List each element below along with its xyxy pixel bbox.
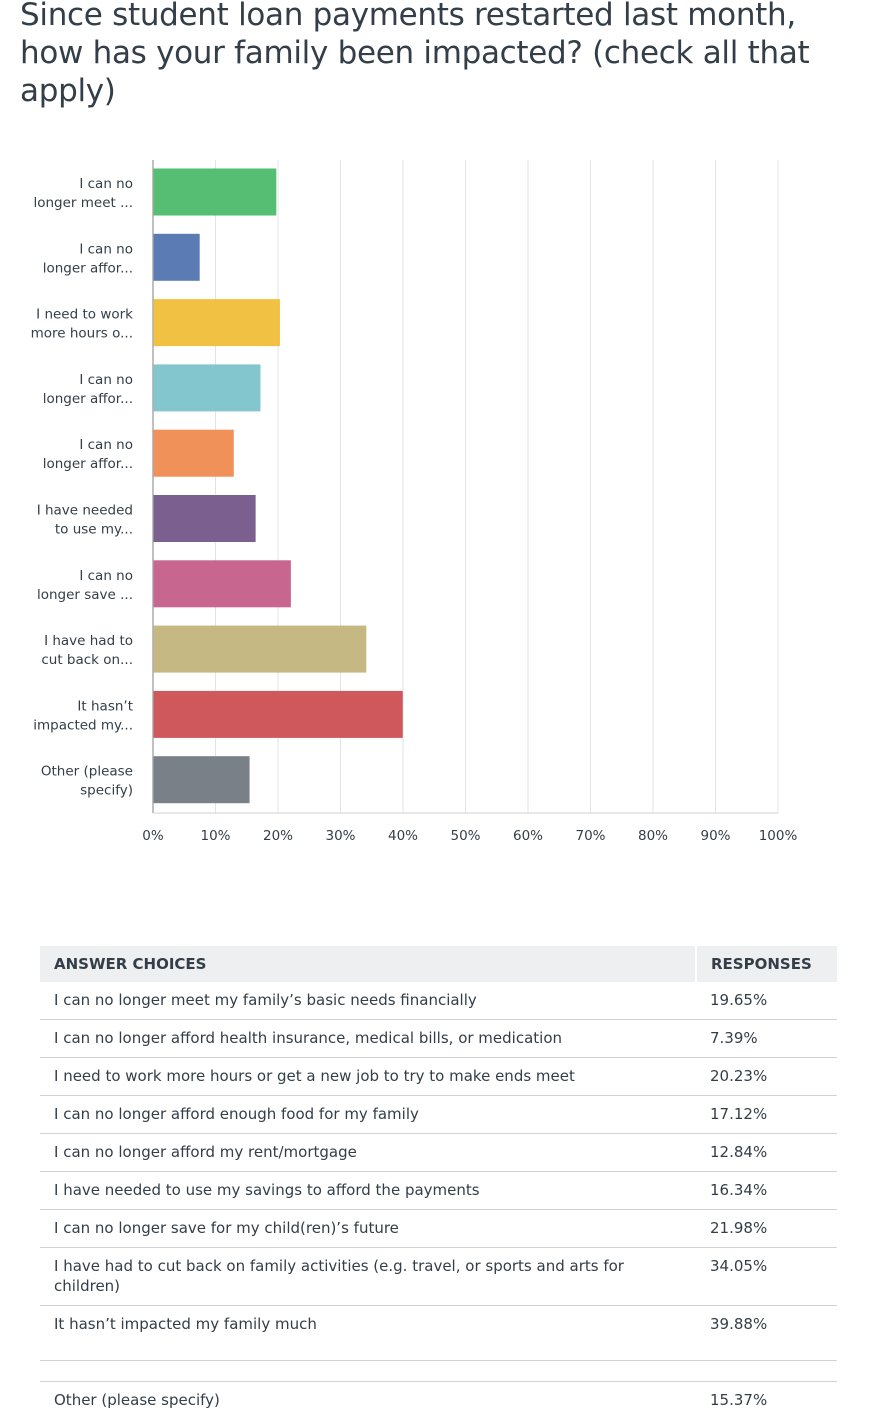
chart-title: Since student loan payments restarted la… (20, 0, 865, 110)
response-cell: 21.98% (696, 1210, 837, 1248)
response-cell: 39.88% (696, 1306, 837, 1361)
bar (154, 234, 200, 281)
y-tick-label: longer save ... (37, 587, 133, 603)
answer-choice-cell: I have needed to use my savings to affor… (40, 1172, 696, 1210)
answer-choice-cell: I can no longer save for my child(ren)’s… (40, 1210, 696, 1248)
header-answer-choices: ANSWER CHOICES (40, 946, 696, 982)
x-tick-label: 10% (200, 828, 230, 844)
response-cell: 7.39% (696, 1020, 837, 1058)
bar (154, 560, 291, 607)
table-row: I can no longer meet my family’s basic n… (40, 982, 837, 1020)
response-cell: 12.84% (696, 1134, 837, 1172)
x-tick-label: 70% (575, 828, 605, 844)
response-cell: 15.37% (696, 1382, 837, 1419)
x-tick-label: 50% (450, 828, 480, 844)
table-row: I have had to cut back on family activit… (40, 1248, 837, 1306)
x-tick-label: 20% (263, 828, 293, 844)
y-tick-label: impacted my... (33, 717, 133, 733)
y-tick-label: I can no (79, 372, 133, 388)
response-cell: 20.23% (696, 1058, 837, 1096)
table-row: I can no longer afford health insurance,… (40, 1020, 837, 1058)
response-cell: 17.12% (696, 1096, 837, 1134)
answer-table: ANSWER CHOICES RESPONSES I can no longer… (40, 946, 837, 1419)
table-row: I need to work more hours or get a new j… (40, 1058, 837, 1096)
table-row: I can no longer save for my child(ren)’s… (40, 1210, 837, 1248)
bar (154, 495, 256, 542)
table-row: I can no longer afford enough food for m… (40, 1096, 837, 1134)
bar (154, 169, 277, 216)
response-cell: 19.65% (696, 982, 837, 1020)
y-tick-label: longer affor... (43, 391, 133, 407)
bar (154, 756, 250, 803)
y-tick-label: more hours o... (31, 326, 133, 342)
y-tick-label: Other (please (41, 764, 133, 780)
answer-choice-cell: I can no longer afford health insurance,… (40, 1020, 696, 1058)
y-tick-label: longer meet ... (33, 195, 133, 211)
x-tick-label: 80% (638, 828, 668, 844)
bar (154, 430, 234, 477)
response-cell: 34.05% (696, 1248, 837, 1306)
x-tick-label: 100% (759, 828, 798, 844)
y-tick-label: specify) (80, 783, 133, 799)
table-row: Other (please specify)15.37% (40, 1382, 837, 1419)
bar (154, 626, 367, 673)
answer-choice-cell: I need to work more hours or get a new j… (40, 1058, 696, 1096)
y-tick-label: I have needed (37, 503, 133, 519)
bar (154, 691, 403, 738)
x-tick-label: 0% (142, 828, 164, 844)
y-tick-label: I can no (79, 568, 133, 584)
answer-choice-cell: It hasn’t impacted my family much (40, 1306, 696, 1361)
bar-chart: 0% 10% 20% 30% 40% 50% 60% 70% 80% 90% 100% I can n… (0, 150, 870, 850)
table-spacer (40, 1361, 837, 1382)
bar (154, 299, 280, 346)
y-tick-label: I can no (79, 437, 133, 453)
answer-choice-cell: Other (please specify) (40, 1382, 696, 1419)
answer-choice-cell: I can no longer meet my family’s basic n… (40, 982, 696, 1020)
y-tick-label: I can no (79, 176, 133, 192)
y-tick-label: I can no (79, 241, 133, 257)
table-header-row: ANSWER CHOICES RESPONSES (40, 946, 837, 982)
x-tick-label: 60% (513, 828, 543, 844)
answer-choice-cell: I can no longer afford my rent/mortgage (40, 1134, 696, 1172)
x-tick-label: 90% (700, 828, 730, 844)
bar (154, 364, 261, 411)
y-tick-label: I have had to (44, 633, 133, 649)
answer-choice-cell: I can no longer afford enough food for m… (40, 1096, 696, 1134)
y-tick-label: cut back on... (41, 652, 133, 668)
y-tick-label: It hasn’t (77, 698, 133, 714)
x-tick-label: 30% (325, 828, 355, 844)
y-tick-label: longer affor... (43, 456, 133, 472)
header-responses: RESPONSES (696, 946, 837, 982)
y-tick-label: to use my... (55, 522, 133, 538)
x-tick-label: 40% (388, 828, 418, 844)
y-tick-label: longer affor... (43, 260, 133, 276)
response-cell: 16.34% (696, 1172, 837, 1210)
table-row: I have needed to use my savings to affor… (40, 1172, 837, 1210)
answer-choice-cell: I have had to cut back on family activit… (40, 1248, 696, 1306)
y-tick-label: I need to work (36, 307, 133, 323)
